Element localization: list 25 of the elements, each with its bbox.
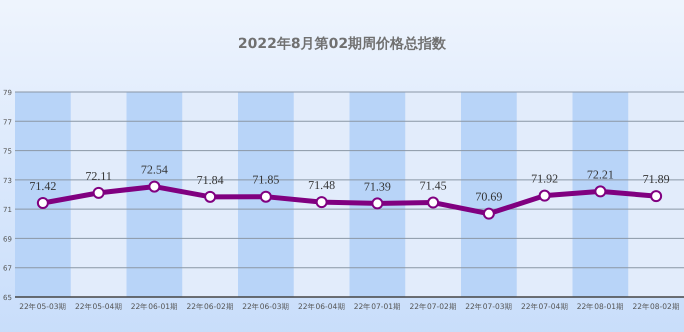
point (92, 186, 105, 199)
data-label: 72.21 (586, 167, 614, 182)
data-label: 71.42 (29, 178, 56, 193)
data-label: 71.45 (420, 178, 447, 193)
point (148, 180, 160, 193)
data-label: 72.11 (85, 168, 112, 183)
data-label: 71.48 (308, 178, 336, 192)
data-label: 72.54 (140, 162, 168, 177)
point (482, 208, 495, 220)
point (427, 196, 440, 209)
data-label: 71.85 (252, 172, 280, 187)
point (260, 190, 272, 203)
point (36, 196, 49, 209)
data-label: 71.92 (531, 172, 558, 186)
point (204, 190, 216, 203)
point (371, 197, 384, 210)
point (316, 196, 328, 208)
chart-title: 2022年8月第02期周价格总指数 (238, 36, 448, 52)
data-label: 71.84 (196, 172, 224, 187)
point (538, 190, 551, 202)
data-label: 70.69 (475, 190, 502, 204)
data-label: 71.39 (364, 179, 391, 194)
point (594, 185, 606, 198)
point (650, 190, 662, 202)
data-label: 71.89 (642, 172, 670, 186)
